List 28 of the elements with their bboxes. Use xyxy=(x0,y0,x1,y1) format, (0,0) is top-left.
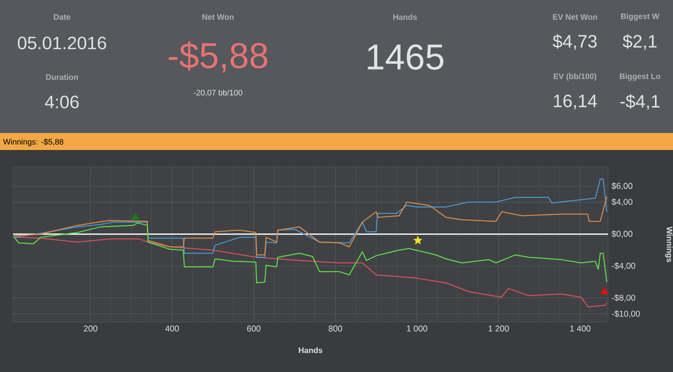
x-tick-label: 600 xyxy=(247,326,261,332)
text: 4:06 xyxy=(44,96,79,108)
x-tick-label: 200 xyxy=(84,326,98,332)
y-tick-label: $0,00 xyxy=(612,230,632,238)
x-tick-label: 400 xyxy=(165,326,179,332)
text: $2,1 xyxy=(622,34,657,50)
point xyxy=(413,236,422,244)
line-series xyxy=(13,222,608,284)
text: 05.01.2016 xyxy=(18,36,106,50)
x-tick-label: 1 000 xyxy=(407,326,428,332)
y-tick-label: -$10,00 xyxy=(612,310,640,318)
y-tick-label: $6,00 xyxy=(612,182,632,190)
y-tick-label: -$4,00 xyxy=(612,262,636,270)
y-tick-label: -$8,00 xyxy=(612,294,636,302)
x-tick-label: 1 200 xyxy=(488,326,509,332)
text: 1465 xyxy=(368,44,444,70)
line-series xyxy=(13,236,608,308)
text: 16,14 xyxy=(554,94,597,110)
x-tick-label: 800 xyxy=(328,326,342,332)
line-series xyxy=(13,196,608,256)
text: -$5,88 xyxy=(168,41,268,73)
point xyxy=(131,212,140,220)
y-tick-label: $4,00 xyxy=(612,198,632,206)
text: $4,73 xyxy=(552,34,597,50)
x-tick-label: 1 400 xyxy=(570,326,591,332)
text: -$4,1 xyxy=(620,94,660,110)
line-series xyxy=(13,178,608,258)
point xyxy=(600,286,608,294)
